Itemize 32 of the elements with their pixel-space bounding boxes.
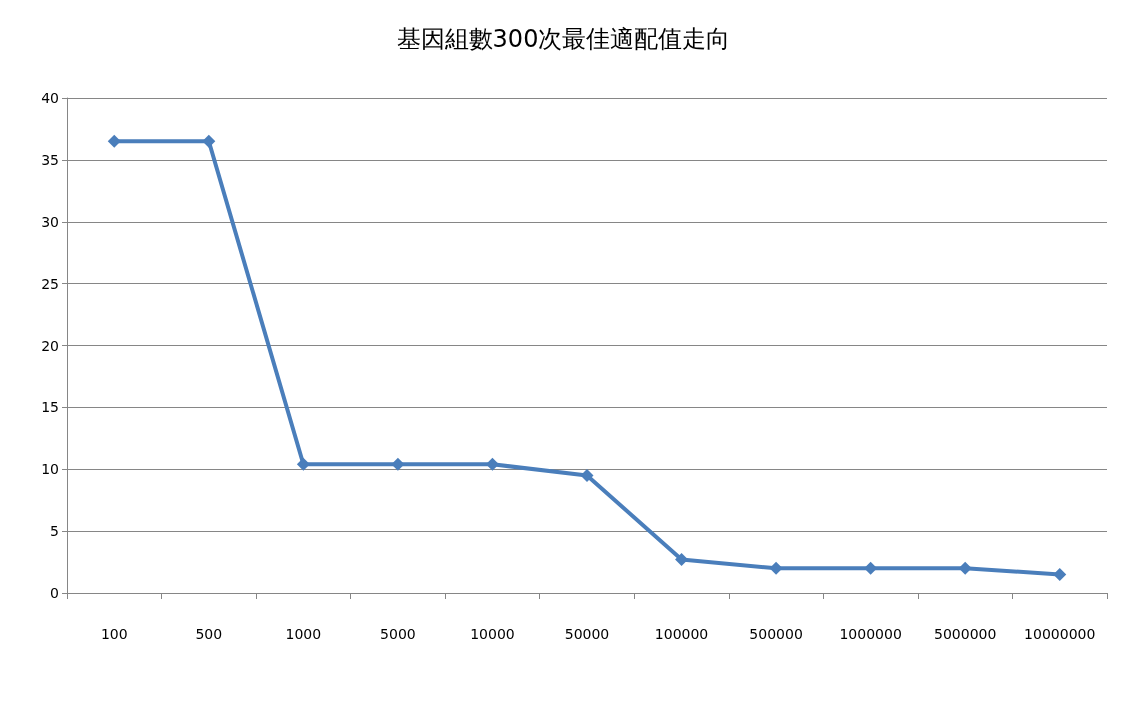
y-tick-label: 0 [50, 585, 59, 601]
y-tick-label: 20 [41, 337, 59, 354]
x-tick-label: 100 [100, 626, 128, 642]
y-tick-label: 5 [50, 523, 59, 540]
chart-title: 基因組數300次最佳適配值走向 [396, 25, 731, 53]
y-tick-label: 30 [41, 213, 59, 230]
x-tick-label: 5000000 [934, 626, 997, 642]
x-tick-label: 10000000 [1024, 626, 1096, 642]
x-tick-label: 500 [195, 626, 223, 642]
point [580, 468, 594, 482]
x-tick-label: 1000000 [839, 626, 902, 642]
point [958, 561, 972, 575]
point [107, 134, 121, 148]
point [675, 553, 689, 567]
x-tick-label: 1000 [285, 626, 322, 642]
x-tick-label: 100000 [654, 626, 709, 642]
y-tick-label: 15 [41, 399, 59, 416]
y-tick-label: 40 [41, 90, 59, 106]
x-tick-label: 500000 [749, 626, 803, 642]
x-tick-label: 5000 [380, 626, 416, 642]
point [202, 134, 216, 148]
point [485, 457, 499, 471]
x-tick-label: 10000 [470, 626, 515, 642]
point [296, 457, 310, 471]
point [769, 561, 783, 575]
y-tick-label: 25 [41, 275, 59, 292]
point [391, 457, 405, 471]
x-tick-label: 50000 [564, 626, 610, 642]
point [1053, 567, 1067, 581]
point [864, 561, 878, 575]
y-tick-label: 10 [41, 461, 59, 478]
y-tick-label: 35 [41, 151, 59, 168]
